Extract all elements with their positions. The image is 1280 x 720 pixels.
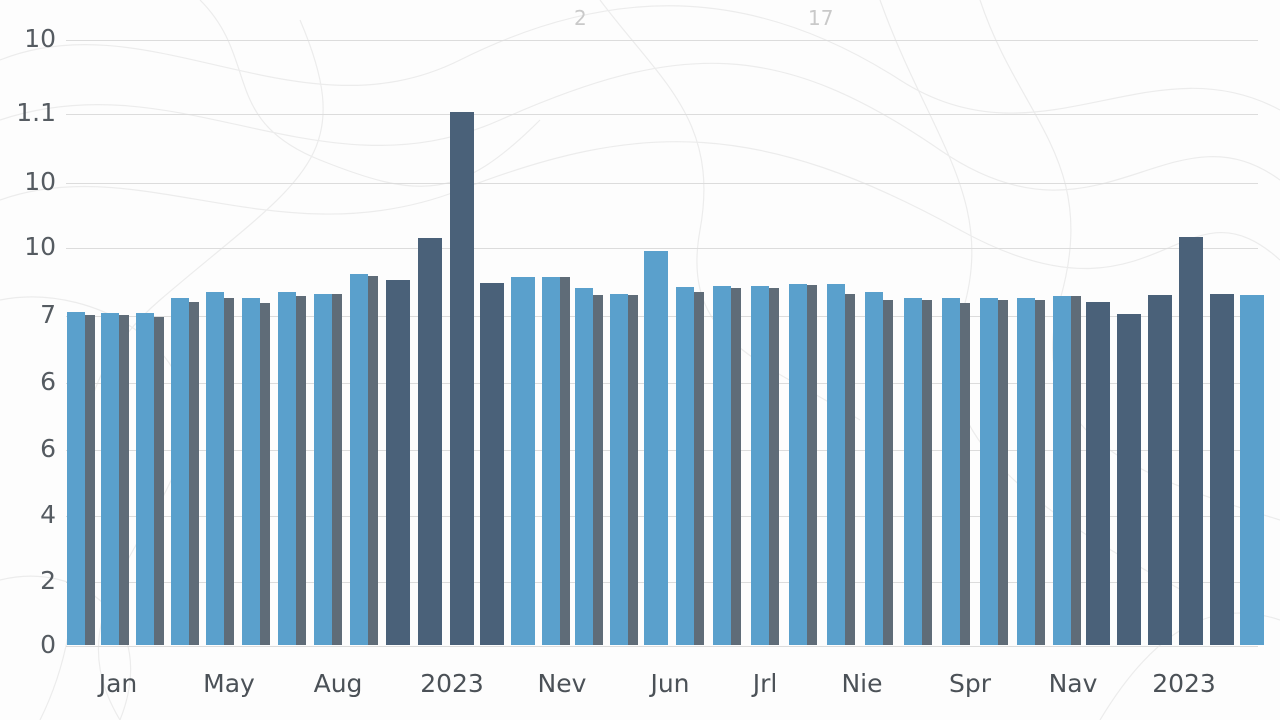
bar-secondary-segment (593, 295, 603, 645)
gridline (66, 248, 1258, 249)
bar-primary-segment (136, 312, 154, 645)
bar-secondary-segment (85, 315, 95, 645)
y-tick-label: 4 (40, 500, 56, 529)
bar-primary-segment (942, 298, 960, 645)
gridline (66, 183, 1258, 184)
bar-primary-segment (278, 292, 296, 645)
bar-secondary-segment (1035, 299, 1045, 645)
bar-primary-segment (67, 311, 85, 645)
bar-secondary-segment (883, 300, 893, 645)
gridline (66, 40, 1258, 41)
bar-secondary-segment (960, 303, 970, 645)
bar-primary-segment (1017, 298, 1035, 645)
bar-secondary-segment (560, 276, 570, 645)
y-tick-label: 10 (24, 24, 56, 53)
bar-primary-segment (980, 298, 998, 645)
x-tick-label: Jrl (752, 669, 778, 698)
bar-primary-segment (904, 298, 922, 645)
stray-label: 2 (574, 6, 587, 30)
bar-highlight-segment (1210, 294, 1234, 645)
x-tick-label: Jan (98, 669, 138, 698)
y-tick-label: 6 (40, 434, 56, 463)
bar-primary-segment (575, 288, 593, 645)
y-tick-label: 10 (24, 232, 56, 261)
y-tick-label: 1.1 (16, 98, 56, 127)
bar-primary-segment (542, 276, 560, 645)
x-tick-label: Nav (1048, 669, 1098, 698)
bar-highlight-segment (1179, 237, 1203, 645)
bar-primary-segment (676, 286, 694, 645)
y-tick-label: 7 (40, 300, 56, 329)
x-tick-label: Jun (650, 669, 690, 698)
bar-secondary-segment (332, 293, 342, 645)
x-tick-label: Aug (313, 669, 363, 698)
bar-primary-segment (206, 292, 224, 645)
bar-secondary-segment (694, 291, 704, 645)
bar-primary-segment (865, 292, 883, 645)
bar-highlight-segment (1086, 302, 1110, 645)
bar-primary-segment (713, 286, 731, 645)
bar-highlight-segment (1117, 313, 1141, 645)
y-tick-label: 2 (40, 566, 56, 595)
bar-secondary-segment (368, 276, 378, 645)
bar-secondary-segment (189, 301, 199, 645)
bar-secondary-segment (998, 300, 1008, 645)
y-tick-label: 0 (40, 630, 56, 659)
bar-primary-segment (751, 286, 769, 645)
x-tick-label: 2023 (420, 669, 484, 698)
bar-highlight-segment (450, 111, 474, 645)
bar-secondary-segment (260, 303, 270, 645)
stray-label: 17 (808, 6, 834, 30)
bar-primary-segment (242, 298, 260, 645)
bar-secondary-segment (119, 315, 129, 645)
gridline (66, 114, 1258, 115)
bar-secondary-segment (296, 296, 306, 645)
bar-primary-segment (1240, 295, 1264, 645)
bar-highlight-segment (480, 282, 504, 645)
bar-secondary-segment (154, 316, 164, 645)
bar-secondary-segment (922, 300, 932, 645)
bar-highlight-segment (386, 280, 410, 645)
bar-secondary-segment (845, 293, 855, 645)
x-tick-label: 2023 (1152, 669, 1216, 698)
bar-secondary-segment (807, 284, 817, 645)
bar-secondary-segment (731, 288, 741, 645)
bar-primary-segment (827, 284, 845, 645)
x-tick-label: Spr (948, 669, 992, 698)
bar-primary-segment (644, 250, 668, 645)
bar-secondary-segment (769, 288, 779, 645)
bar-secondary-segment (1071, 296, 1081, 645)
bar-primary-segment (101, 312, 119, 645)
bar-secondary-segment (628, 295, 638, 645)
y-tick-label: 6 (40, 367, 56, 396)
bar-highlight-segment (418, 237, 442, 645)
bar-primary-segment (789, 284, 807, 645)
bar-primary-segment (610, 293, 628, 645)
gridline (66, 646, 1258, 647)
bar-secondary-segment (224, 298, 234, 645)
x-tick-label: Nev (537, 669, 587, 698)
x-tick-label: Nie (841, 669, 883, 698)
bar-primary-segment (171, 298, 189, 645)
bar-primary-segment (511, 276, 535, 645)
x-tick-label: May (203, 669, 255, 698)
bar-highlight-segment (1148, 295, 1172, 645)
y-tick-label: 10 (24, 167, 56, 196)
bar-primary-segment (350, 273, 368, 645)
bar-primary-segment (314, 293, 332, 645)
bar-primary-segment (1053, 296, 1071, 645)
